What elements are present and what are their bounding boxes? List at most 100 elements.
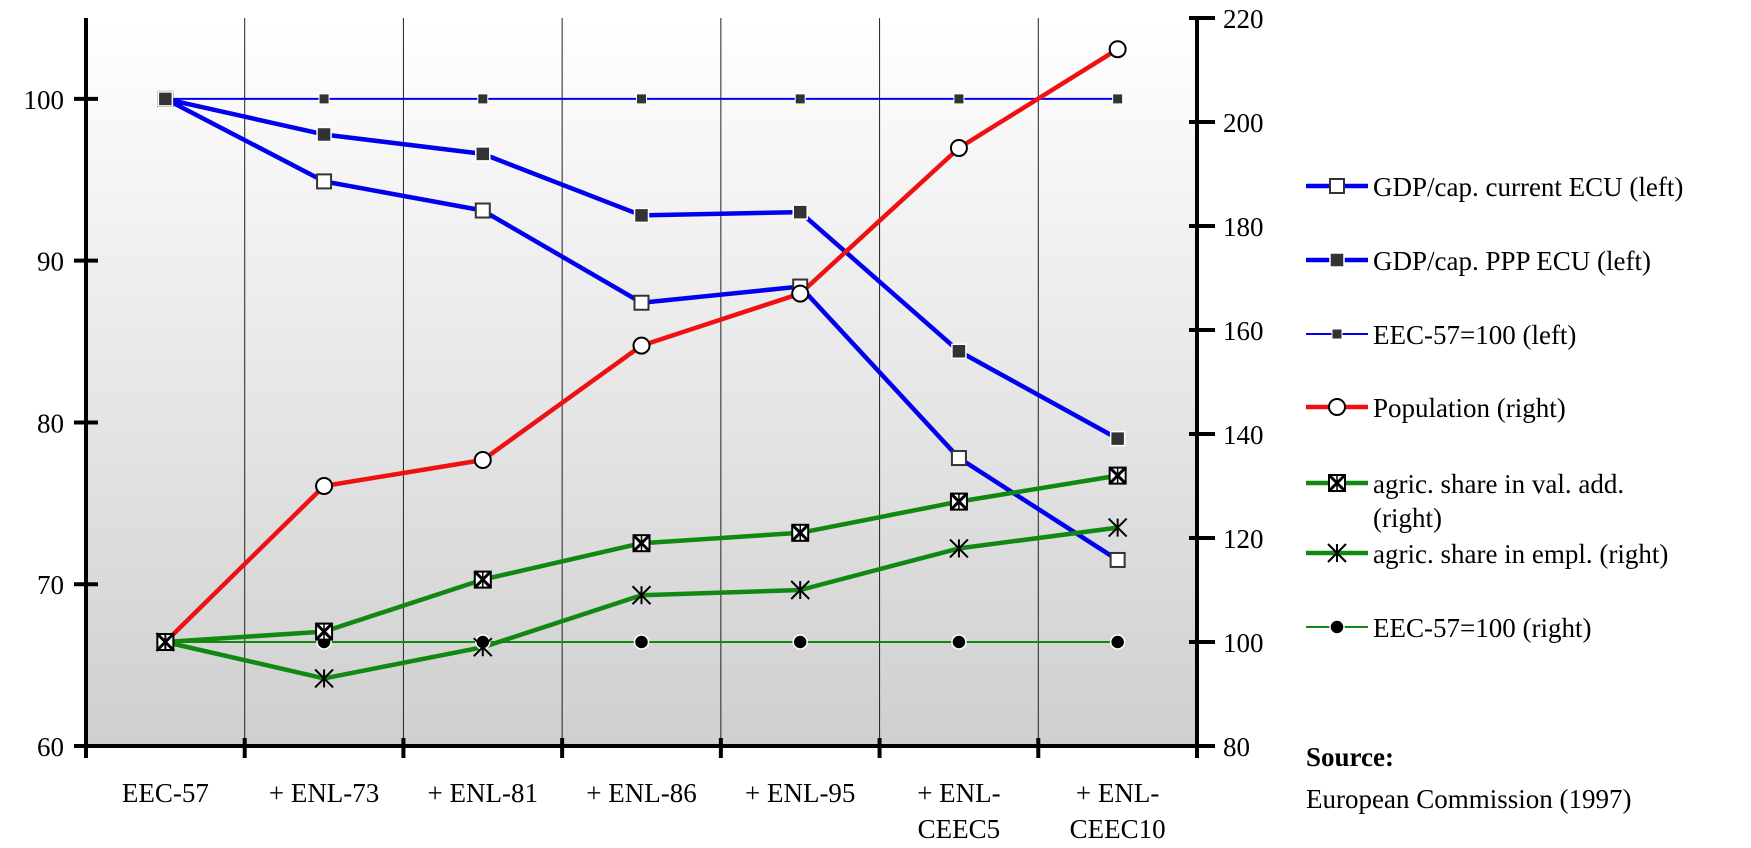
data-point	[951, 634, 967, 650]
data-point	[949, 139, 968, 157]
legend-label: GDP/cap. PPP ECU (left)	[1373, 246, 1651, 276]
marker-shape	[633, 634, 650, 650]
data-point	[475, 146, 491, 162]
legend-item: EEC-57=100 (left)	[1306, 320, 1576, 350]
legend-label: agric. share in val. add. (right)	[1373, 469, 1624, 533]
data-point	[631, 585, 652, 605]
marker-shape	[636, 93, 647, 105]
marker-shape	[1328, 398, 1346, 416]
marker-shape	[949, 139, 968, 157]
right-axis-tick-label: 160	[1223, 316, 1264, 346]
data-point	[949, 538, 969, 559]
left-axis-tick-label: 60	[37, 732, 64, 762]
data-point	[316, 126, 332, 143]
right-axis-tick-label: 180	[1223, 212, 1264, 242]
legend-item: EEC-57=100 (right)	[1306, 613, 1591, 643]
data-point	[633, 634, 650, 650]
legend: GDP/cap. current ECU (left) GDP/cap. PPP …	[1306, 172, 1683, 643]
x-axis-category-label: + ENL-81	[428, 778, 538, 808]
legend-label: EEC-57=100 (right)	[1373, 613, 1591, 643]
legend-swatch-marker	[1329, 252, 1345, 268]
data-point	[314, 668, 334, 689]
marker-shape	[1329, 619, 1345, 635]
marker-shape	[1109, 430, 1126, 447]
marker-shape	[633, 294, 650, 311]
right-axis-tick-label: 100	[1223, 628, 1264, 658]
data-point	[474, 202, 491, 219]
legend-label: agric. share in empl. (right)	[1373, 539, 1668, 569]
x-axis-category-label: + ENL-CEEC10	[1070, 778, 1166, 844]
data-point	[633, 294, 650, 311]
data-point	[473, 451, 492, 469]
data-point	[1112, 93, 1124, 105]
marker-shape	[1108, 40, 1127, 59]
legend-label: GDP/cap. current ECU (left)	[1373, 172, 1683, 202]
data-point	[633, 207, 650, 224]
data-point	[315, 622, 334, 641]
right-axis-tick-label: 120	[1223, 524, 1264, 554]
left-axis-tick-label: 80	[37, 408, 64, 438]
marker-shape	[1109, 551, 1126, 568]
data-point	[1107, 517, 1128, 538]
marker-shape	[632, 336, 651, 355]
data-point	[315, 477, 334, 495]
marker-shape	[1112, 93, 1124, 105]
marker-shape	[316, 173, 333, 190]
data-point	[316, 173, 333, 190]
legend-swatch-marker	[1329, 178, 1345, 194]
data-point	[632, 336, 651, 355]
data-point	[953, 93, 965, 105]
data-point	[632, 534, 651, 553]
marker-shape	[792, 634, 808, 650]
data-point	[318, 93, 330, 105]
data-point	[1108, 40, 1127, 59]
marker-shape	[1329, 252, 1345, 268]
marker-shape	[316, 126, 332, 143]
left-axis-tick-label: 90	[37, 247, 64, 277]
left-axis-tick-label: 70	[37, 570, 64, 600]
x-axis-category-label: + ENL-73	[269, 778, 379, 808]
data-point	[950, 450, 967, 467]
left-axis-tick-label: 100	[24, 85, 65, 115]
data-point	[949, 492, 968, 511]
right-axis-tick-label: 80	[1223, 732, 1250, 762]
data-point	[157, 91, 174, 107]
data-point	[473, 637, 493, 657]
legend-label: EEC-57=100 (left)	[1373, 320, 1576, 350]
marker-shape	[315, 477, 334, 495]
marker-shape	[791, 284, 810, 303]
data-point	[1109, 430, 1126, 447]
x-axis-category-label: + ENL-95	[745, 778, 855, 808]
right-axis-tick-label: 220	[1223, 4, 1264, 34]
legend-item: agric. share in empl. (right)	[1306, 539, 1668, 569]
marker-shape	[951, 634, 967, 650]
data-point	[1108, 466, 1127, 485]
marker-shape	[951, 343, 967, 360]
right-axis-tick-label: 200	[1223, 108, 1264, 138]
legend-swatch-marker	[1328, 398, 1346, 416]
marker-shape	[1329, 178, 1345, 194]
data-point	[155, 632, 176, 652]
data-point	[1109, 551, 1126, 568]
marker-shape	[1331, 328, 1343, 340]
legend-item: GDP/cap. current ECU (left)	[1306, 172, 1683, 202]
marker-shape	[477, 93, 489, 105]
right-axis-tick-label: 140	[1223, 420, 1264, 450]
x-axis-category-label: + ENL-86	[586, 778, 696, 808]
marker-shape	[157, 91, 174, 107]
data-point	[636, 93, 647, 105]
x-axis-category-label: EEC-57	[122, 778, 209, 808]
data-point	[1109, 634, 1126, 650]
legend-item: agric. share in val. add. (right)	[1306, 469, 1624, 533]
source-note: Source: European Commission (1997)	[1306, 742, 1631, 814]
marker-shape	[953, 93, 965, 105]
marker-shape	[473, 451, 492, 469]
marker-shape	[950, 450, 967, 467]
x-axis-category-label: + ENL-CEEC5	[917, 778, 1000, 844]
legend-item: Population (right)	[1306, 393, 1566, 423]
legend-label: Population (right)	[1373, 393, 1566, 423]
data-point	[791, 284, 810, 303]
source-text: European Commission (1997)	[1306, 784, 1631, 814]
marker-shape	[318, 93, 330, 105]
data-point	[477, 93, 489, 105]
